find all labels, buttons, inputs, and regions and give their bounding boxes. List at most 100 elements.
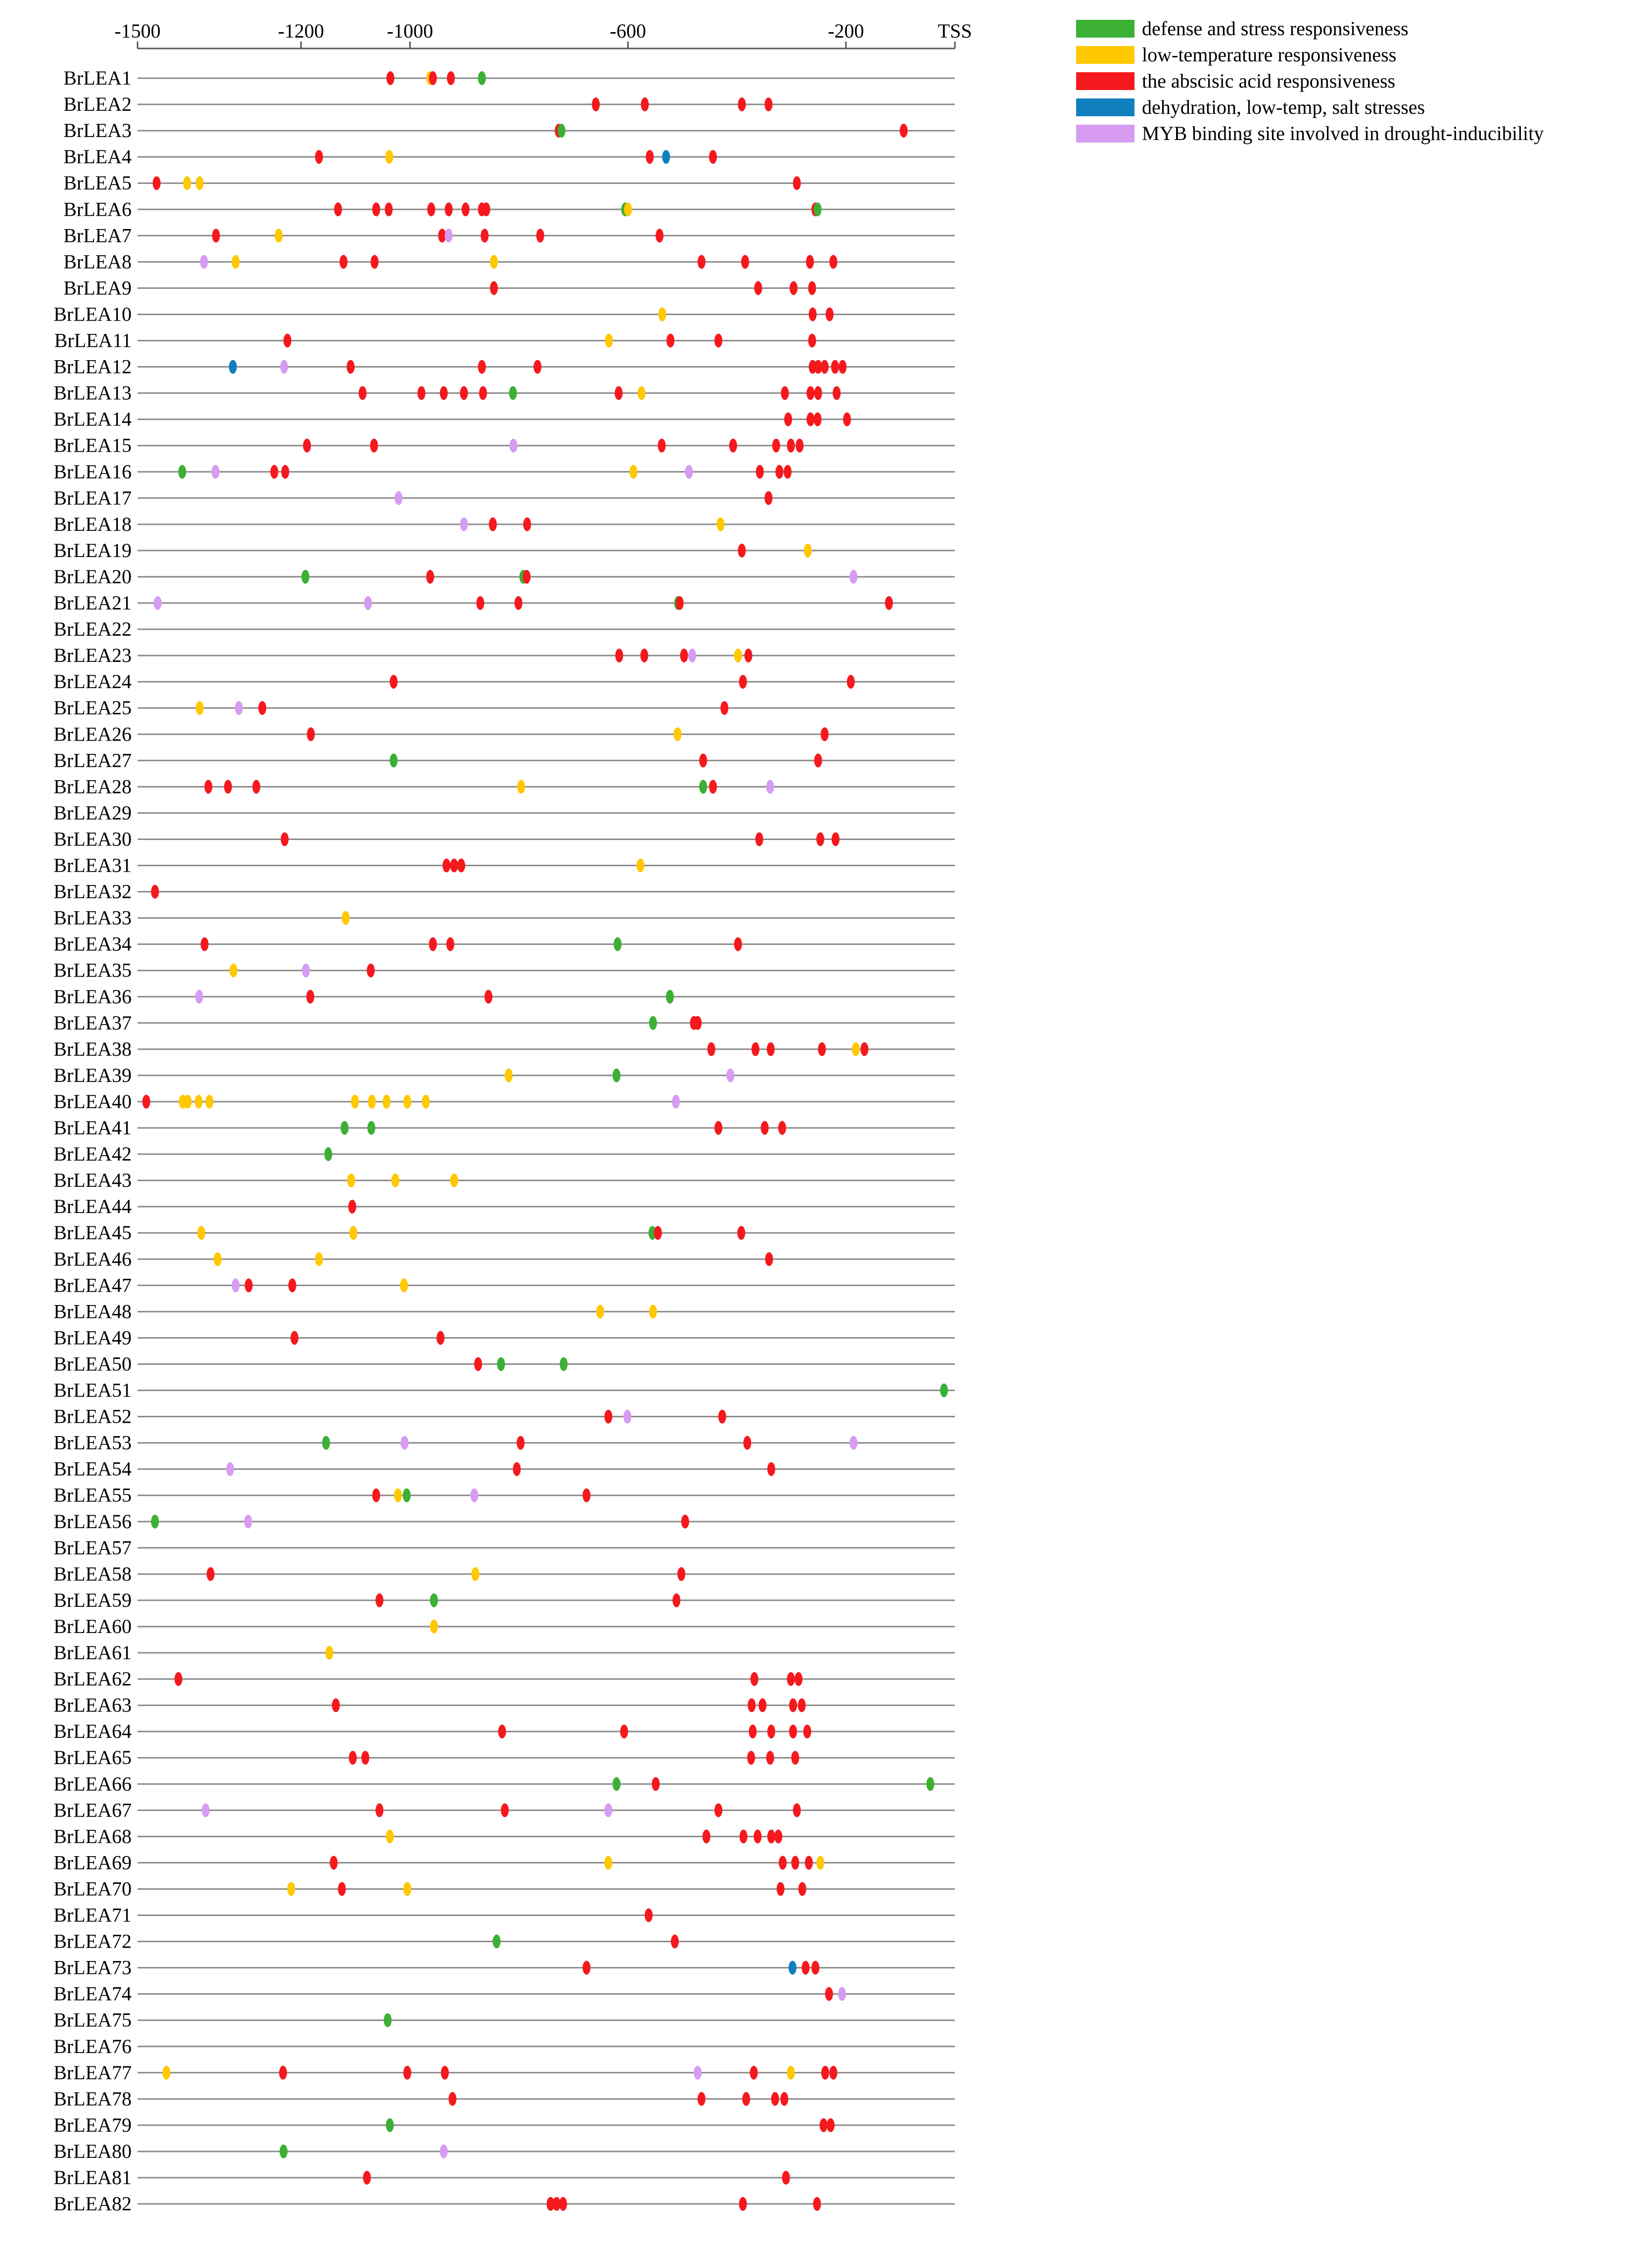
gene-label: BrLEA34 — [53, 933, 132, 955]
gene-label: BrLEA40 — [53, 1090, 132, 1113]
defense-element — [699, 780, 708, 794]
gene-row: BrLEA65 — [53, 1746, 955, 1769]
aba-element — [666, 333, 675, 348]
gene-row: BrLEA31 — [53, 854, 955, 877]
aba-element — [714, 333, 723, 348]
aba-element — [784, 412, 792, 426]
defense-element — [340, 1121, 349, 1135]
aba-element — [787, 438, 795, 453]
aba-element — [808, 307, 817, 322]
aba-element — [681, 1514, 689, 1529]
aba-element — [764, 491, 773, 505]
low-temp-element — [315, 1252, 323, 1266]
aba-element — [646, 150, 654, 164]
myb-element — [153, 596, 162, 610]
aba-element — [670, 1934, 679, 1949]
aba-element — [672, 1593, 681, 1607]
gene-row: BrLEA75 — [53, 2009, 955, 2031]
aba-element — [729, 438, 737, 453]
myb-element — [726, 1068, 735, 1082]
myb-element — [694, 2065, 702, 2080]
gene-label: BrLEA59 — [53, 1589, 132, 1611]
legend-swatch — [1076, 98, 1134, 116]
aba-element — [334, 202, 342, 217]
aba-element — [244, 1278, 253, 1293]
gene-row: BrLEA81 — [53, 2166, 955, 2189]
gene-row: BrLEA15 — [53, 434, 955, 457]
gene-row: BrLEA36 — [53, 985, 955, 1008]
aba-element — [152, 176, 161, 190]
low-temp-element — [604, 1856, 613, 1870]
aba-element — [348, 1200, 356, 1214]
aba-element — [652, 1777, 660, 1791]
aba-element — [372, 1488, 380, 1502]
gene-row: BrLEA79 — [53, 2114, 955, 2136]
aba-element — [346, 360, 355, 374]
gene-row: BrLEA42 — [53, 1143, 955, 1165]
defense-element — [813, 202, 822, 217]
gene-label: BrLEA41 — [53, 1117, 132, 1139]
legend-label: MYB binding site involved in drought-ind… — [1142, 122, 1544, 144]
aba-element — [793, 1803, 801, 1818]
gene-label: BrLEA33 — [53, 907, 132, 929]
myb-element — [226, 1462, 235, 1476]
aba-element — [776, 1882, 785, 1896]
low-temp-element — [658, 307, 666, 322]
gene-label: BrLEA53 — [53, 1432, 132, 1454]
gene-label: BrLEA10 — [53, 303, 132, 325]
aba-element — [206, 1567, 215, 1581]
aba-element — [697, 255, 706, 269]
aba-element — [720, 701, 729, 715]
defense-element — [430, 1593, 438, 1607]
aba-element — [658, 438, 666, 453]
gene-row: BrLEA40 — [53, 1090, 955, 1113]
defense-element — [178, 465, 187, 479]
low-temp-element — [162, 2065, 171, 2080]
gene-label: BrLEA23 — [53, 644, 132, 666]
aba-element — [582, 1961, 591, 1975]
defense-element — [560, 1357, 568, 1371]
gene-label: BrLEA19 — [53, 539, 132, 561]
aba-element — [778, 1856, 787, 1870]
gene-row: BrLEA23 — [53, 644, 955, 666]
low-temp-element — [368, 1094, 376, 1109]
aba-element — [806, 255, 814, 269]
aba-element — [224, 780, 232, 794]
gene-label: BrLEA48 — [53, 1300, 132, 1322]
myb-element — [235, 701, 243, 715]
low-temp-element — [490, 255, 498, 269]
low-temp-element — [636, 858, 645, 873]
gene-label: BrLEA27 — [53, 749, 132, 771]
defense-element — [926, 1777, 935, 1791]
aba-element — [798, 1882, 806, 1896]
myb-element — [195, 989, 203, 1004]
myb-element — [672, 1094, 680, 1109]
aba-element — [290, 1331, 299, 1345]
aba-element — [826, 2118, 835, 2132]
gene-label: BrLEA25 — [53, 697, 132, 719]
aba-element — [821, 2065, 829, 2080]
gene-row: BrLEA50 — [53, 1353, 955, 1375]
aba-element — [831, 360, 839, 374]
gene-row: BrLEA59 — [53, 1589, 955, 1611]
gene-row: BrLEA9 — [63, 277, 955, 299]
aba-element — [680, 649, 688, 663]
legend-swatch — [1076, 125, 1134, 142]
dehydration-element — [788, 1961, 797, 1975]
gene-row: BrLEA33 — [53, 907, 955, 929]
gene-label: BrLEA7 — [63, 224, 132, 246]
low-temp-element — [517, 780, 525, 794]
gene-row: BrLEA5 — [63, 172, 955, 194]
aba-element — [697, 2092, 706, 2106]
aba-element — [820, 360, 829, 374]
aba-element — [767, 1725, 775, 1739]
aba-element — [767, 1462, 775, 1476]
gene-label: BrLEA3 — [63, 119, 132, 141]
gene-row: BrLEA6 — [63, 198, 955, 220]
aba-element — [814, 386, 822, 400]
myb-element — [470, 1488, 478, 1502]
myb-element — [280, 360, 288, 374]
aba-element — [338, 1882, 346, 1896]
aba-element — [766, 1751, 774, 1765]
aba-element — [330, 1856, 338, 1870]
